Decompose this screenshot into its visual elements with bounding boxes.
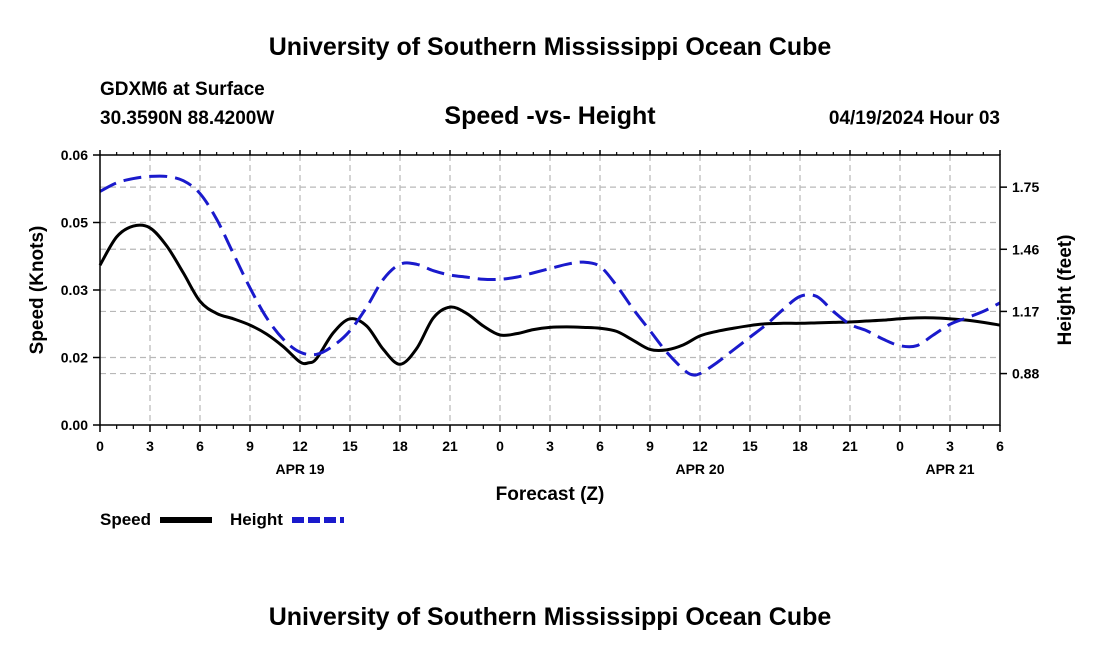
x-tick-label: 3 [946,438,954,454]
page-title: University of Southern Mississippi Ocean… [269,33,832,61]
date-label: APR 21 [925,461,974,477]
y2-tick-label: 1.46 [1012,241,1039,257]
footer-title: University of Southern Mississippi Ocean… [269,603,832,631]
x-tick-label: 0 [496,438,504,454]
x-tick-label: 9 [246,438,254,454]
series-line-height [99,174,1001,377]
x-tick-label: 0 [96,438,104,454]
x-tick-label: 3 [146,438,154,454]
series-lines [98,174,1001,377]
y2-tick-label: 1.17 [1012,303,1039,319]
x-tick-label: 9 [646,438,654,454]
y-tick-label: 0.00 [61,417,88,433]
date-label: APR 19 [275,461,324,477]
y-tick-label: 0.05 [61,215,88,231]
x-tick-label: 18 [392,438,408,454]
legend: Speed Height [100,510,344,529]
x-tick-label: 15 [742,438,758,454]
y2-tick-label: 0.88 [1012,366,1039,382]
grid-lines [100,155,1000,425]
x-tick-label: 6 [996,438,1004,454]
station-label: GDXM6 at Surface [100,79,265,100]
x-tick-label: 18 [792,438,808,454]
x-axis-label: Forecast (Z) [496,484,605,505]
x-tick-label: 21 [442,438,458,454]
date-label: APR 20 [675,461,724,477]
y-tick-label: 0.06 [61,147,88,163]
x-tick-label: 21 [842,438,858,454]
y2-axis-label: Height (feet) [1055,235,1076,346]
y2-tick-label: 1.75 [1012,179,1039,195]
y-tick-label: 0.02 [61,350,88,366]
x-tick-label: 12 [692,438,708,454]
x-tick-label: 12 [292,438,308,454]
x-tick-label: 6 [196,438,204,454]
x-tick-label: 15 [342,438,358,454]
x-tick-label: 0 [896,438,904,454]
y-tick-label: 0.03 [61,282,88,298]
y-axis-label: Speed (Knots) [27,226,48,355]
x-tick-label: 6 [596,438,604,454]
series-line-speed [98,223,1001,366]
chart-title: Speed -vs- Height [444,102,656,130]
location-label: 30.3590N 88.4200W [100,108,274,129]
axis-ticks: 0 3 6 9 12 15 18 21 0 3 6 9 12 15 18 21 0 3 6 APR 19 APR 20 A… [61,147,1040,477]
legend-height-label: Height [230,510,283,529]
legend-speed-label: Speed [100,510,151,529]
datetime-label: 04/19/2024 Hour 03 [829,108,1000,129]
x-tick-label: 3 [546,438,554,454]
